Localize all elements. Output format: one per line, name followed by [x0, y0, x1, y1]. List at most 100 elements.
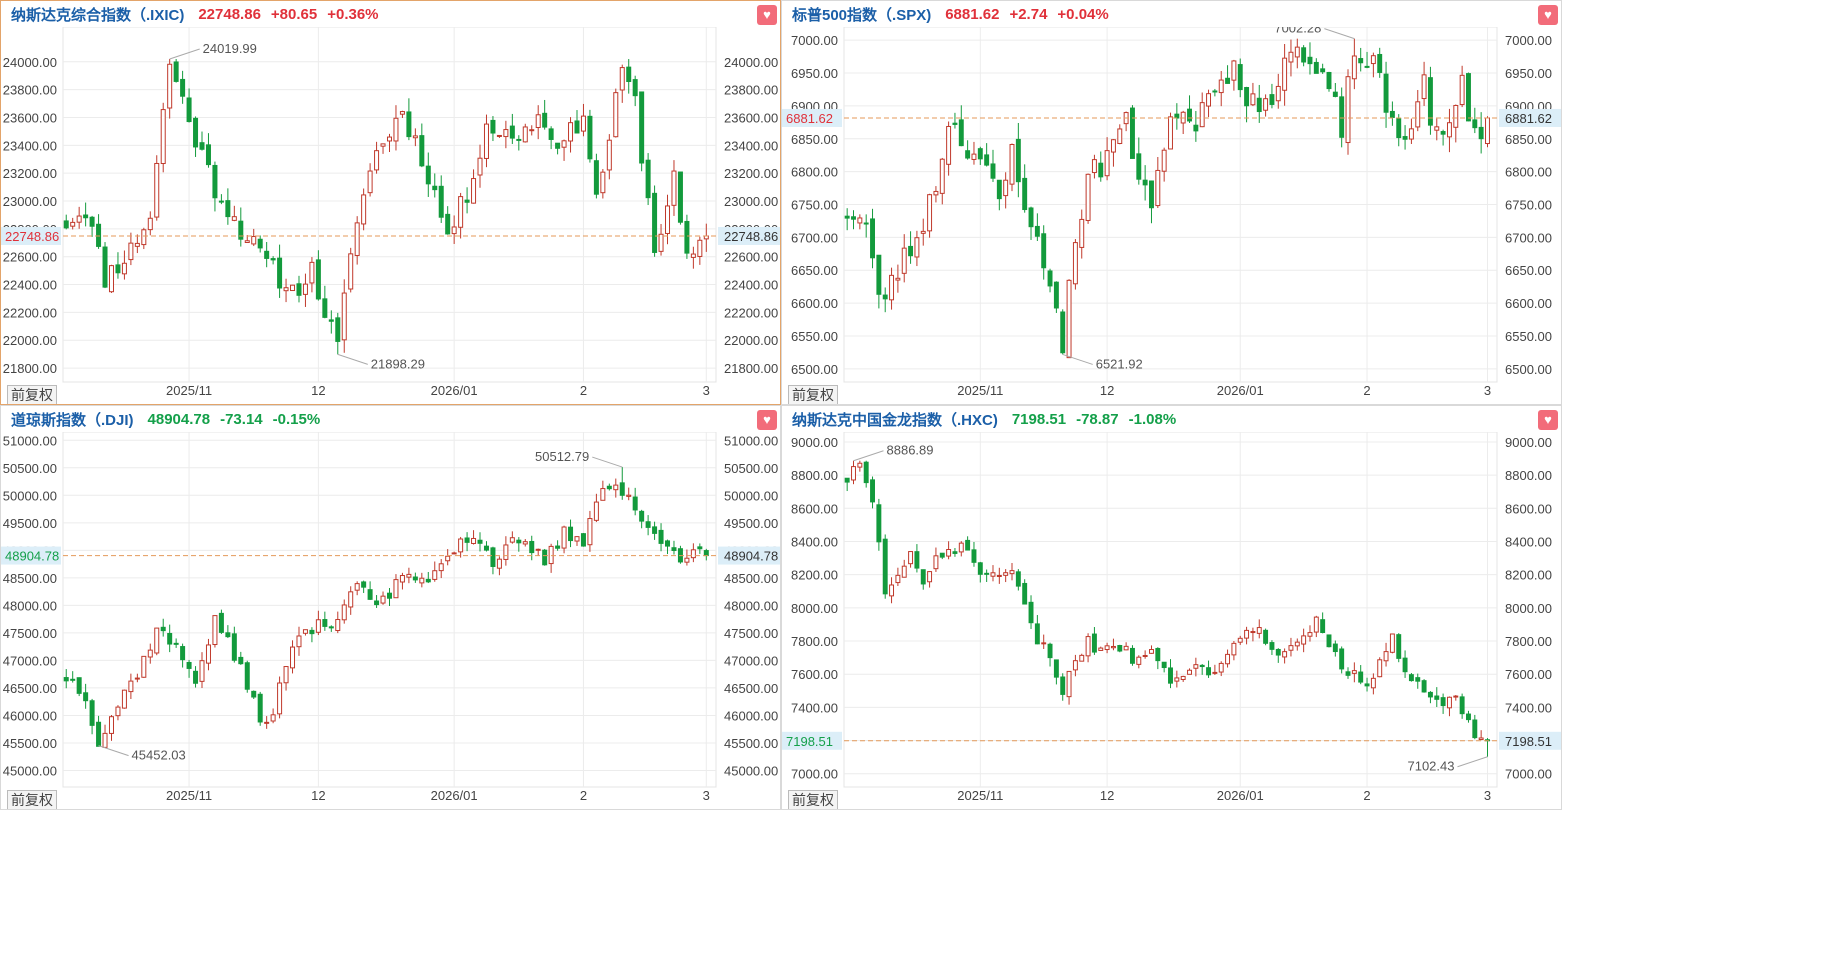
candle-body: [1396, 634, 1402, 659]
candle-body: [965, 539, 971, 551]
candle-body: [857, 462, 863, 468]
candle-body: [1218, 662, 1224, 673]
y-tick-label: 51000.00: [3, 433, 57, 448]
index-name[interactable]: 纳斯达克综合指数（.IXIC): [11, 6, 185, 24]
candle-body: [121, 689, 127, 709]
candle-body: [1288, 645, 1294, 651]
candle-body: [102, 732, 108, 748]
candlestick-chart[interactable]: 24000.00 24000.00 23800.00 23800.00 23600.00…: [1, 27, 781, 405]
candle-body: [606, 485, 612, 490]
candle-body: [251, 690, 257, 698]
candle-body: [496, 558, 502, 569]
candle-body: [264, 721, 270, 724]
heart-icon[interactable]: ♥: [1538, 5, 1558, 25]
candle-body: [516, 138, 522, 141]
chart-panel-dji[interactable]: 道琼斯指数（.DJI) 48904.78 -73.14 -0.15% ♥ 510…: [0, 405, 781, 810]
candle-body: [990, 572, 996, 577]
x-tick-label: 2025/11: [957, 383, 1003, 398]
candle-body: [1212, 671, 1218, 674]
candle-body: [1313, 61, 1319, 74]
candle-body: [542, 549, 548, 566]
candle-body: [1206, 667, 1212, 676]
high-leader: [1324, 28, 1355, 40]
candle-body: [1389, 110, 1395, 118]
adjust-mode-button[interactable]: 前复权: [788, 790, 838, 809]
y-tick-label: 7600.00: [1505, 667, 1552, 682]
x-tick-label: 2025/11: [166, 788, 212, 803]
x-tick-label: 3: [703, 383, 710, 398]
chart-panel-hxc[interactable]: 纳斯达克中国金龙指数（.HXC) 7198.51 -78.87 -1.08% ♥…: [781, 405, 1562, 810]
heart-icon[interactable]: ♥: [757, 410, 777, 430]
candle-body: [361, 194, 367, 225]
candlestick-chart[interactable]: 51000.00 51000.00 50500.00 50500.00 50000.00…: [1, 432, 781, 810]
adjust-mode-button[interactable]: 前复权: [788, 385, 838, 404]
candle-body: [1136, 656, 1142, 665]
candle-body: [141, 655, 147, 678]
candle-body: [851, 216, 856, 220]
candle-body: [908, 551, 914, 565]
index-name[interactable]: 道琼斯指数（.DJI): [11, 411, 134, 429]
y-tick-label: 50500.00: [724, 461, 778, 476]
y-tick-label: 7000.00: [791, 33, 838, 48]
panel-header: 纳斯达克中国金龙指数（.HXC) 7198.51 -78.87 -1.08%: [782, 406, 1561, 432]
candle-body: [348, 253, 354, 290]
candle-body: [1174, 677, 1180, 682]
y-tick-label: 23000.00: [724, 194, 778, 209]
candle-body: [244, 662, 250, 690]
candle-body: [309, 261, 315, 284]
candle-body: [990, 163, 996, 179]
adjust-mode-button[interactable]: 前复权: [7, 790, 57, 809]
y-tick-label: 8600.00: [791, 501, 838, 516]
candle-body: [503, 544, 509, 560]
chart-panel-spx[interactable]: 标普500指数（.SPX) 6881.62 +2.74 +0.04% ♥ 700…: [781, 0, 1562, 405]
candle-body: [529, 129, 535, 132]
y-tick-label: 6850.00: [791, 132, 838, 147]
chart-panel-ixic[interactable]: 纳斯达克综合指数（.IXIC) 22748.86 +80.65 +0.36% ♥…: [0, 0, 781, 405]
candle-body: [180, 646, 186, 661]
y-tick-label: 6750.00: [1505, 198, 1552, 213]
candle-body: [1053, 281, 1059, 309]
candle-body: [561, 526, 567, 549]
candle-body: [1472, 119, 1478, 129]
candle-body: [1066, 670, 1072, 698]
index-name[interactable]: 纳斯达克中国金龙指数（.HXC): [792, 411, 998, 429]
y-tick-label: 6600.00: [791, 296, 838, 311]
candle-body: [920, 569, 926, 585]
adjust-mode-button[interactable]: 前复权: [7, 385, 57, 404]
index-name[interactable]: 标普500指数（.SPX): [792, 6, 932, 24]
candle-body: [225, 632, 231, 638]
candle-body: [1421, 680, 1427, 693]
y-tick-label: 22600.00: [3, 250, 57, 265]
candle-body: [1041, 233, 1047, 269]
candle-body: [477, 157, 483, 176]
candle-body: [1383, 73, 1389, 113]
y-tick-label: 22000.00: [724, 333, 778, 348]
candle-body: [857, 217, 863, 224]
candle-body: [1098, 647, 1104, 651]
candle-body: [522, 126, 528, 143]
candle-body: [977, 562, 983, 575]
candle-body: [1256, 627, 1262, 634]
candle-body: [115, 706, 121, 717]
candlestick-chart[interactable]: 9000.00 9000.00 8800.00 8800.00 8600.00 8600.…: [782, 432, 1562, 810]
candle-body: [1402, 657, 1408, 673]
current-price-tag: [1, 226, 61, 245]
candle-body: [1415, 101, 1421, 128]
candle-body: [471, 178, 477, 204]
candle-body: [96, 721, 102, 747]
heart-icon[interactable]: ♥: [1538, 410, 1558, 430]
candle-body: [102, 246, 108, 288]
candle-body: [1269, 642, 1275, 650]
candle-body: [1446, 122, 1452, 138]
candle-body: [1047, 270, 1053, 287]
candle-body: [1110, 139, 1116, 153]
plot-area: [62, 27, 717, 383]
candle-body: [406, 111, 412, 138]
candle-body: [483, 545, 489, 551]
candle-body: [199, 142, 205, 150]
candle-body: [613, 484, 619, 491]
heart-icon[interactable]: ♥: [757, 5, 777, 25]
candle-body: [1351, 55, 1357, 80]
candle-body: [619, 67, 625, 91]
